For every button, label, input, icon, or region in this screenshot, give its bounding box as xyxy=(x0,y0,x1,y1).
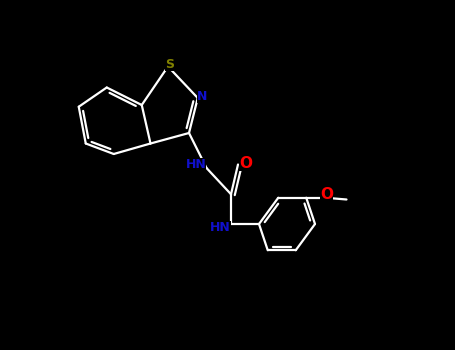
Text: O: O xyxy=(239,156,252,170)
Text: HN: HN xyxy=(186,158,207,171)
Text: HN: HN xyxy=(210,221,231,234)
Text: O: O xyxy=(320,187,333,202)
Text: N: N xyxy=(197,90,207,104)
Text: S: S xyxy=(165,58,174,71)
